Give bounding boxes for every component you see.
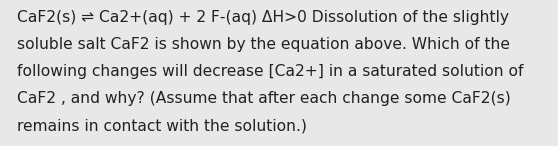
Text: remains in contact with the solution.): remains in contact with the solution.) xyxy=(17,118,306,133)
Text: following changes will decrease [Ca2+] in a saturated solution of: following changes will decrease [Ca2+] i… xyxy=(17,64,523,79)
Text: CaF2(s) ⇌ Ca2+(aq) + 2 F-(aq) ΔH>0 Dissolution of the slightly: CaF2(s) ⇌ Ca2+(aq) + 2 F-(aq) ΔH>0 Disso… xyxy=(17,10,509,25)
Text: soluble salt CaF2 is shown by the equation above. Which of the: soluble salt CaF2 is shown by the equati… xyxy=(17,37,510,52)
Text: CaF2 , and why? (Assume that after each change some CaF2(s): CaF2 , and why? (Assume that after each … xyxy=(17,91,511,106)
